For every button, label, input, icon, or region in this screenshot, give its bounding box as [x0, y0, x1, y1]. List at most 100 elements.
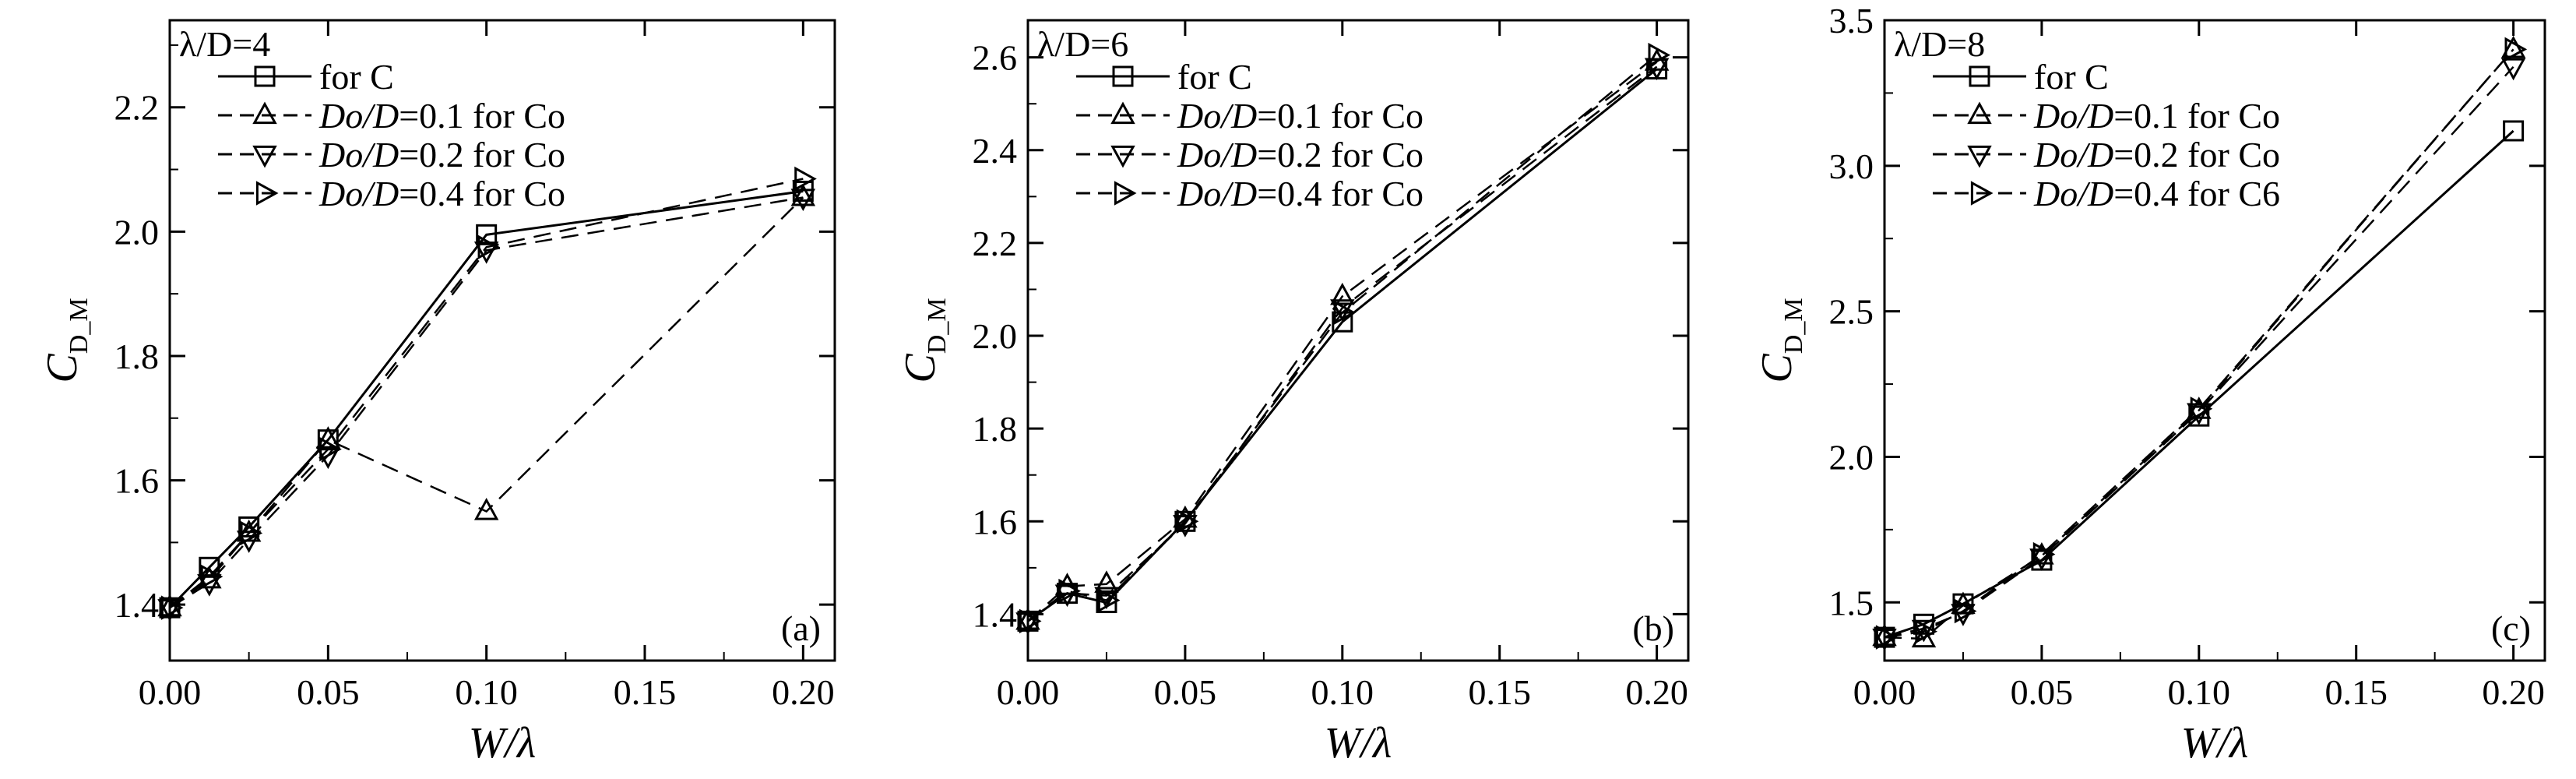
legend-entry: Do/D=0.2 for Co: [318, 135, 565, 174]
legend-entry-text: for C: [1177, 57, 1252, 97]
legend-marker: [1110, 101, 1135, 125]
y-tick-label: 2.0: [114, 212, 160, 252]
legend-entry-italic: Do/D: [2033, 174, 2113, 213]
legend-marker: [252, 145, 277, 168]
y-axis-label-text: CD_M: [38, 298, 93, 382]
legend-title: λ/D=4: [179, 24, 270, 64]
data-point: [1097, 587, 1121, 613]
legend-entry-italic: Do/D: [1177, 96, 1257, 136]
data-point: [2187, 403, 2212, 426]
legend-entry-italic: Do/D: [318, 174, 399, 213]
x-tick-label: 0.05: [297, 672, 360, 712]
data-point: [2500, 58, 2526, 81]
series-line: [1027, 61, 1658, 622]
legend-entry: Do/D=0.2 for Co: [2033, 135, 2280, 174]
data-point: [1094, 570, 1119, 593]
legend-marker: [1967, 145, 1992, 168]
y-axis-label: CD_M: [38, 298, 93, 382]
legend-entry-text: =0.4 for Co: [399, 174, 565, 213]
plot-frame: [168, 19, 836, 662]
data-point: [1915, 619, 1937, 644]
plot-frame: [1883, 19, 2546, 662]
legend-entry-text: =0.1 for Co: [1257, 96, 1423, 136]
y-tick-label: 2.6: [973, 38, 1018, 78]
y-tick-label: 1.4: [114, 585, 160, 625]
legend-title: λ/D=8: [1894, 24, 1985, 64]
x-tick-label: 0.10: [1311, 672, 1374, 712]
x-axis-label: W/λ: [2181, 719, 2248, 767]
series-3: [1875, 37, 2528, 650]
x-tick-label: 0.15: [614, 672, 677, 712]
y-axis-label-main: C: [1753, 354, 1801, 383]
x-tick-label: 0.05: [1154, 672, 1217, 712]
legend-entry: Do/D=0.1 for Co: [318, 96, 565, 136]
legend-entry-italic: Do/D: [1177, 174, 1257, 213]
y-tick-label: 2.4: [973, 131, 1018, 171]
x-tick-label: 0.00: [139, 672, 202, 712]
y-axis-label: CD_M: [1753, 298, 1808, 382]
data-point: [2187, 397, 2212, 419]
y-tick-label: 3.0: [1829, 146, 1874, 186]
x-axis-label: W/λ: [469, 719, 536, 767]
series-line: [169, 196, 804, 609]
y-tick-label: 2.0: [1829, 437, 1874, 477]
legend-entry-italic: Do/D: [1177, 135, 1257, 174]
y-tick-label: 1.6: [973, 502, 1018, 541]
y-axis-label-main: C: [896, 354, 945, 383]
y-tick-label: 1.6: [114, 461, 160, 501]
legend-marker: [1112, 65, 1134, 87]
legend-entry-italic: Do/D: [318, 96, 399, 136]
data-point: [790, 183, 816, 206]
legend-entry-text: =0.1 for Co: [399, 96, 565, 136]
panel-label: (c): [2491, 608, 2531, 648]
panel-c: 0.00 0.05 0.10 0.15 0.201.52.02.53.03.5W/λCD…: [1753, 1, 2546, 767]
data-point: [240, 520, 263, 546]
plot-frame: [1026, 19, 1690, 662]
legend-entry-text: =0.2 for Co: [2113, 135, 2280, 174]
y-axis-label-sub: D_M: [65, 298, 93, 354]
data-point: [2190, 397, 2213, 421]
x-tick-label: 0.20: [772, 672, 835, 712]
legend-entry: for C: [319, 57, 394, 97]
data-point: [319, 436, 342, 462]
data-point: [2032, 541, 2056, 567]
legend-marker: [1969, 65, 1990, 87]
panel-label: (a): [781, 608, 821, 648]
series-3: [160, 166, 817, 620]
data-point: [1911, 619, 1937, 643]
legend-entry-italic: Do/D: [2033, 135, 2113, 174]
x-tick-label: 0.15: [2324, 672, 2388, 712]
data-point: [1176, 509, 1199, 534]
legend-marker: [254, 65, 276, 87]
x-tick-label: 0.20: [1625, 672, 1688, 712]
y-axis-label: CD_M: [896, 298, 952, 382]
data-point: [1058, 578, 1081, 604]
y-tick-label: 2.2: [973, 224, 1018, 263]
data-point: [790, 189, 816, 211]
data-point: [2029, 541, 2054, 565]
data-point: [1054, 573, 1080, 595]
data-point: [2504, 37, 2528, 62]
legend-entry: Do/D=0.4 for Co: [1177, 174, 1423, 213]
data-point: [1019, 608, 1042, 634]
data-point: [2503, 120, 2525, 142]
legend-entry-text: =0.2 for Co: [399, 135, 565, 174]
x-tick-label: 0.20: [2482, 672, 2545, 712]
legend-entry: Do/D=0.4 for Co: [318, 174, 565, 213]
legend-entry: Do/D=0.2 for Co: [1177, 135, 1423, 174]
data-point: [1648, 42, 1671, 68]
data-point: [1954, 598, 1977, 624]
x-tick-label: 0.10: [455, 672, 518, 712]
legend-entry: Do/D=0.1 for Co: [2033, 96, 2280, 136]
legend-marker: [255, 181, 279, 206]
panel-a: 0.00 0.05 0.10 0.15 0.20 1.4 1.6 1.8 2.0 2.2 W/λ CD…: [38, 19, 836, 767]
y-axis-label-sub: D_M: [1779, 298, 1808, 354]
y-tick-label: 1.8: [114, 337, 160, 376]
legend-title: λ/D=6: [1037, 24, 1128, 64]
data-point: [200, 564, 223, 589]
y-tick-label: 2.2: [114, 88, 160, 128]
y-tick-label: 2.5: [1829, 292, 1874, 332]
